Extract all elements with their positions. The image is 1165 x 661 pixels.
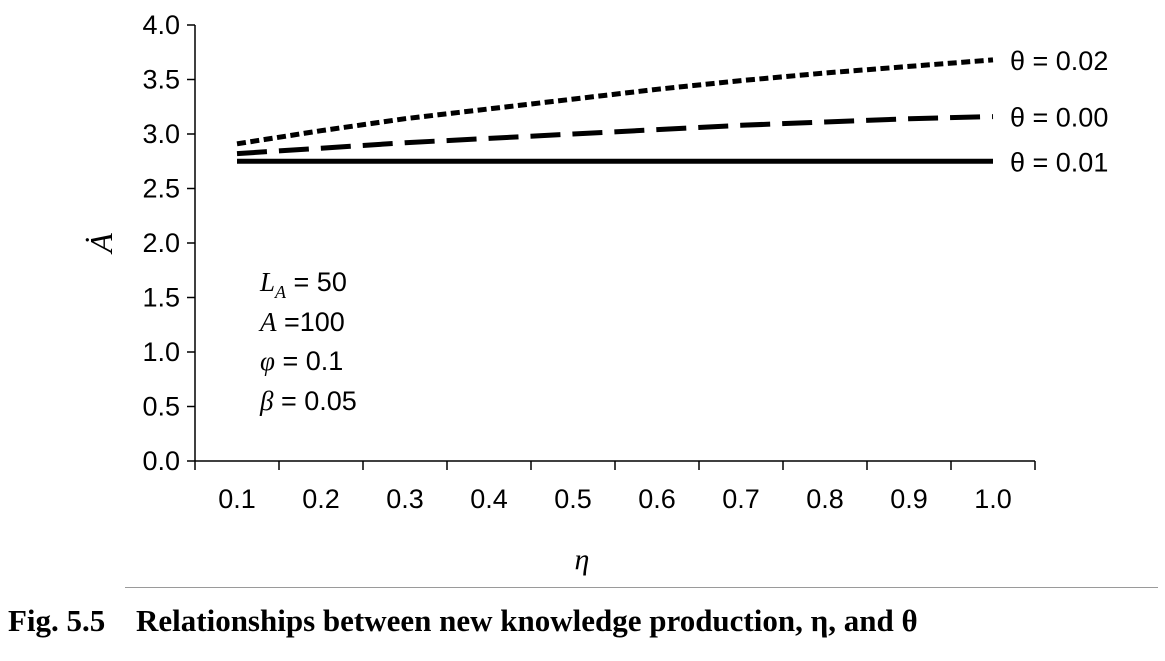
x-tick-label: 0.9 (890, 484, 928, 514)
annotation-la: LA = 50 (259, 267, 347, 302)
series-label-0: θ = 0.02 (1010, 46, 1108, 76)
axes: 0.0 0.5 1.0 1.5 2.0 2.5 3.0 3.5 4.0 0.1 0.2 0.3 0.4 0… (83, 10, 1036, 576)
series-label-1: θ = 0.00 (1010, 103, 1108, 133)
x-tick-label: 0.4 (470, 484, 508, 514)
x-tick-label: 0.5 (554, 484, 592, 514)
y-tick-label: 3.5 (142, 65, 180, 95)
annotation-phi: φ = 0.1 (260, 346, 343, 376)
y-axis-label: Ȧ (83, 233, 119, 255)
annotation-a: A =100 (258, 307, 345, 337)
figure-caption-text: Relationships between new knowledge prod… (136, 603, 918, 638)
x-tick-label: 0.8 (806, 484, 844, 514)
series-line-1 (236, 114, 994, 157)
x-tick-label: 0.6 (638, 484, 676, 514)
y-tick-label: 2.5 (142, 174, 180, 204)
y-tick-label: 0.0 (142, 446, 180, 476)
chart-area: 0.0 0.5 1.0 1.5 2.0 2.5 3.0 3.5 4.0 0.1 0.2 0.3 0.4 0… (83, 10, 1108, 576)
series-line-0 (236, 57, 994, 147)
x-tick-label: 0.2 (302, 484, 340, 514)
y-tick-label: 3.0 (142, 119, 180, 149)
series-label-2: θ = 0.01 (1010, 147, 1108, 177)
y-tick-label: 0.5 (142, 392, 180, 422)
figure-number: Fig. 5.5 (8, 603, 106, 638)
caption-divider (125, 587, 1158, 588)
series-group (236, 57, 994, 164)
x-axis-label: η (575, 543, 590, 576)
annotation-beta: β = 0.05 (259, 386, 357, 416)
x-tick-label: 1.0 (974, 484, 1012, 514)
y-tick-label: 4.0 (142, 10, 180, 40)
x-tick-label: 0.7 (722, 484, 760, 514)
series-labels: θ = 0.02 θ = 0.00 θ = 0.01 (1010, 46, 1108, 177)
parameter-annotations: LA = 50 A =100 φ = 0.1 β = 0.05 (258, 267, 357, 416)
y-tick-label: 1.0 (142, 337, 180, 367)
figure-caption: Fig. 5.5 Relationships between new knowle… (8, 603, 1158, 639)
x-tick-label: 0.3 (386, 484, 424, 514)
y-tick-label: 2.0 (142, 228, 180, 258)
x-tick-label: 0.1 (218, 484, 256, 514)
y-tick-label: 1.5 (142, 283, 180, 313)
